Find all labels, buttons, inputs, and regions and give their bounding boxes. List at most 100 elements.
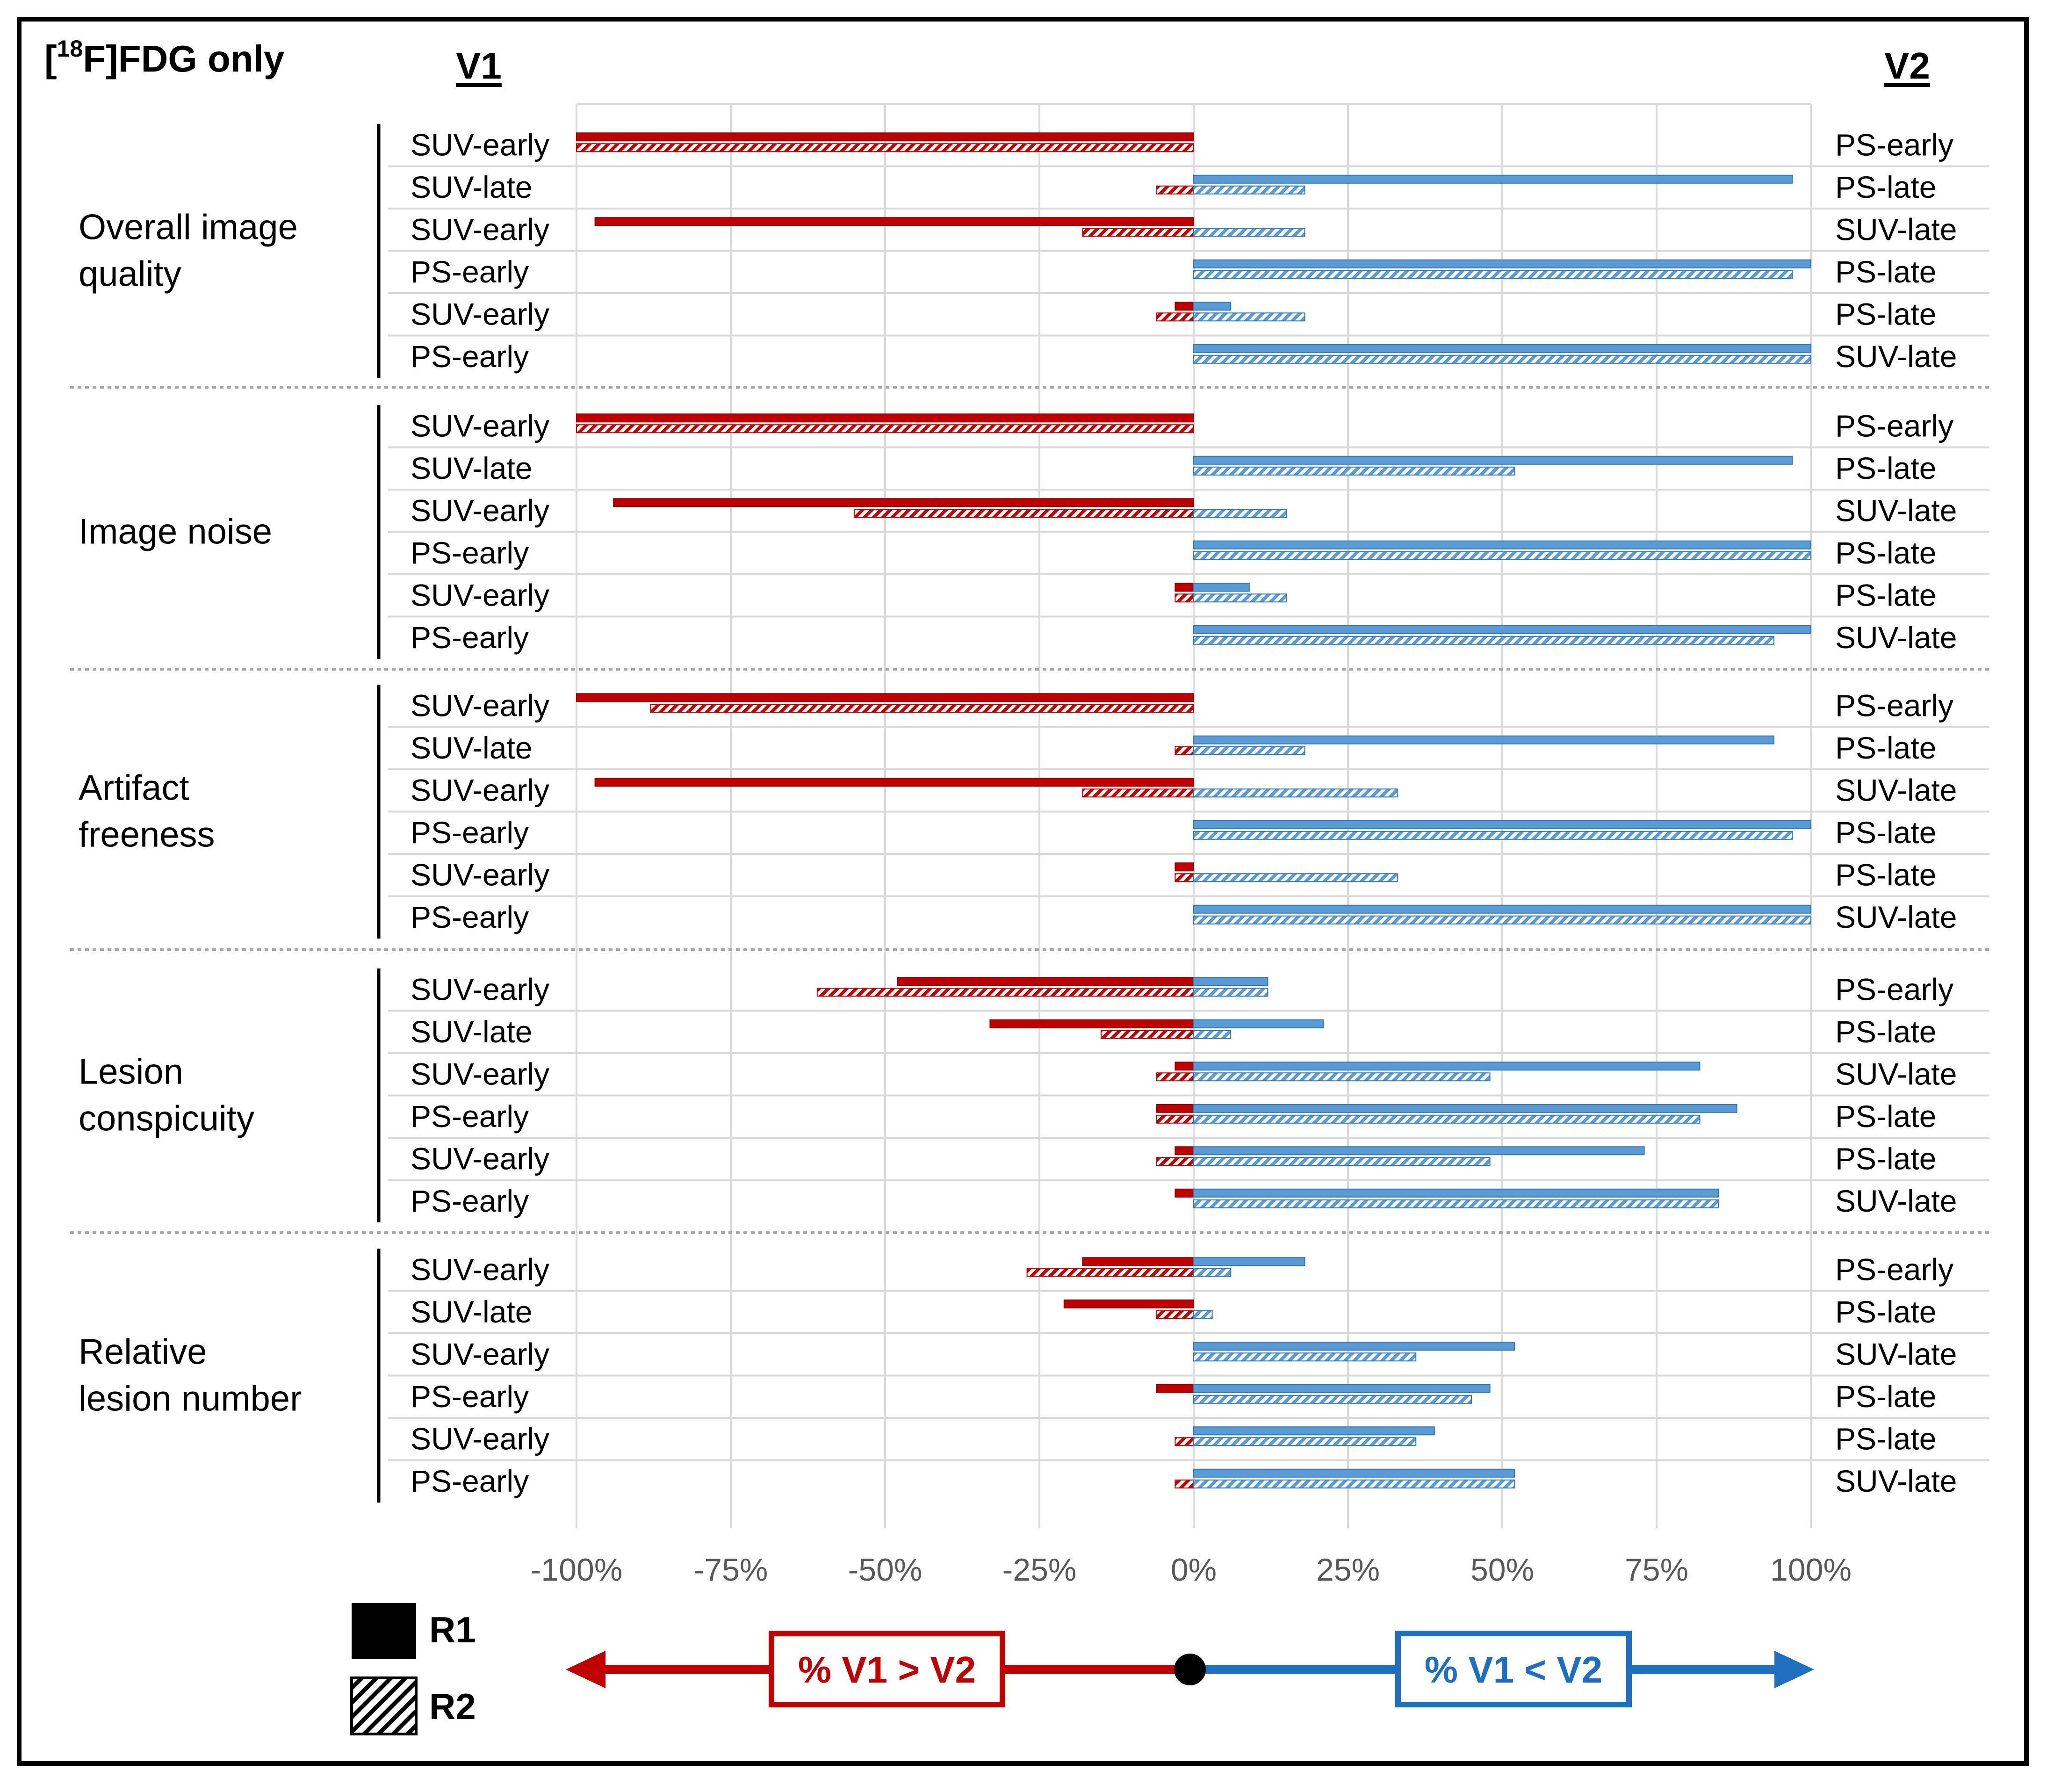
row-label-v1: PS-early: [411, 1099, 529, 1134]
row-label-v2: SUV-late: [1835, 493, 1957, 527]
row-label-v2: PS-late: [1835, 1014, 1936, 1049]
group-label: Artifact: [79, 768, 189, 808]
arrow-left-head: [566, 1651, 605, 1688]
row-label-v1: PS-early: [411, 535, 529, 570]
bar-r1-pos: [1193, 1257, 1305, 1266]
x-tick-label: 75%: [1625, 1552, 1688, 1588]
group-label: conspicuity: [79, 1099, 254, 1139]
bar-r1-neg: [1175, 1146, 1194, 1156]
bar-r2-pos: [1193, 466, 1515, 476]
bar-r2-pos: [1193, 1072, 1491, 1082]
row-label-v1: SUV-early: [411, 1252, 549, 1286]
header-v2: V2: [1884, 45, 1930, 87]
bar-r2-pos: [1193, 1437, 1417, 1446]
row-label-v2: PS-late: [1835, 170, 1936, 204]
row-label-v2: SUV-late: [1835, 1337, 1957, 1371]
bar-r2-neg: [1082, 228, 1194, 237]
bar-r2-pos: [1193, 1199, 1719, 1208]
bar-r2-pos: [1193, 312, 1305, 322]
row-label-v2: SUV-late: [1835, 1184, 1957, 1218]
row-label-v2: PS-late: [1835, 451, 1936, 485]
row-label-v1: PS-early: [411, 339, 529, 374]
bar-r2-pos: [1193, 551, 1811, 560]
row-label-v2: PS-late: [1835, 535, 1936, 570]
legend-swatch-r1: [352, 1603, 416, 1659]
label-box-left: [769, 1631, 1005, 1707]
row-label-v1: SUV-late: [411, 1294, 532, 1329]
bar-r2-pos: [1193, 1114, 1701, 1124]
row-label-v2: PS-late: [1835, 730, 1936, 765]
bar-r2-neg: [576, 143, 1194, 152]
bar-r2-neg: [1175, 746, 1194, 755]
bar-r1-neg: [1175, 302, 1194, 311]
row-label-v2: SUV-late: [1835, 339, 1957, 374]
bar-r2-neg: [1156, 1310, 1195, 1319]
group-label: Lesion: [79, 1052, 183, 1092]
group-label: Relative: [79, 1332, 207, 1372]
x-tick-label: 25%: [1316, 1552, 1380, 1588]
bar-r2-pos: [1193, 1479, 1515, 1489]
bar-r2-pos: [1193, 1352, 1417, 1362]
legend-label-r1: R1: [429, 1609, 476, 1650]
legend-layer: R1 R2: [350, 1603, 476, 1735]
x-tick-label: 100%: [1770, 1552, 1852, 1588]
group-label: lesion number: [79, 1379, 302, 1419]
bar-r1-pos: [1193, 1062, 1701, 1071]
row-label-v2: PS-late: [1835, 1421, 1936, 1456]
row-label-v2: PS-late: [1835, 815, 1936, 850]
row-label-v1: SUV-early: [411, 972, 549, 1006]
bar-r2-pos: [1193, 270, 1793, 279]
row-label-v1: SUV-late: [411, 170, 532, 204]
bar-r1-neg: [1082, 1257, 1194, 1266]
bar-r2-pos: [1193, 1395, 1472, 1404]
bar-r2-pos: [1193, 746, 1305, 755]
x-tick-label: -25%: [1002, 1552, 1077, 1588]
bar-r2-pos: [1193, 1268, 1232, 1277]
group-label: quality: [79, 254, 181, 294]
label-box-right: [1395, 1631, 1632, 1707]
row-label-v2: PS-late: [1835, 857, 1936, 892]
label-v1-less: % V1 < V2: [1425, 1649, 1602, 1691]
row-label-v1: SUV-early: [411, 857, 549, 892]
row-label-v1: SUV-early: [411, 1337, 549, 1371]
bar-r1-pos: [1193, 1188, 1719, 1198]
row-label-v1: PS-early: [411, 1464, 529, 1498]
bar-r1-pos: [1193, 1019, 1324, 1028]
row-label-v1: PS-early: [411, 254, 529, 289]
bar-r2-pos: [1193, 509, 1287, 518]
bar-r2-neg: [1082, 788, 1194, 798]
bar-r2-neg: [1175, 1479, 1194, 1489]
label-v1-greater: % V1 > V2: [798, 1649, 976, 1691]
bar-r1-pos: [1193, 1468, 1515, 1478]
legend-swatch-r2: [350, 1676, 418, 1735]
bar-r2-pos: [1193, 593, 1287, 603]
bar-r2-pos: [1193, 1030, 1232, 1039]
row-label-v2: SUV-late: [1835, 212, 1957, 246]
row-label-v1: SUV-late: [411, 451, 532, 485]
group-label: Image noise: [79, 512, 272, 552]
bar-r2-neg: [1156, 1072, 1195, 1082]
group-label: Overall image: [79, 208, 298, 247]
grid-layer: [70, 103, 1989, 1528]
bar-r2-neg: [1156, 312, 1195, 322]
row-label-v1: SUV-early: [411, 773, 549, 807]
row-label-v1: SUV-early: [411, 1421, 549, 1456]
bar-r2-pos: [1193, 788, 1398, 798]
bar-r2-pos: [1193, 831, 1793, 840]
bar-r2-neg: [1156, 1157, 1195, 1166]
row-label-v1: SUV-early: [411, 1056, 549, 1091]
row-label-v2: SUV-late: [1835, 1464, 1957, 1498]
bar-r1-pos: [1193, 904, 1811, 914]
bar-r2-neg: [854, 509, 1194, 518]
bar-r1-neg: [1156, 1384, 1195, 1393]
row-label-v1: SUV-early: [411, 688, 549, 723]
bar-r2-pos: [1193, 636, 1774, 645]
row-label-v2: PS-early: [1835, 972, 1953, 1006]
bar-r1-pos: [1193, 977, 1268, 986]
bar-r1-neg: [594, 217, 1194, 226]
direction-layer: % V1 > V2 % V1 < V2: [566, 1631, 1814, 1707]
bar-r1-neg: [1175, 583, 1194, 592]
bar-r2-pos: [1193, 1157, 1491, 1166]
bar-r1-pos: [1193, 1146, 1645, 1156]
